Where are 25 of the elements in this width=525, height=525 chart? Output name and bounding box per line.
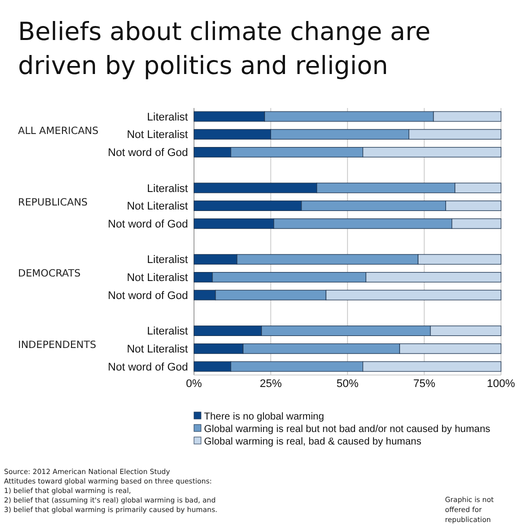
y-tick-label: Not word of God — [108, 147, 188, 160]
legend-label: Global warming is real but not bad and/or not caused by humans — [204, 424, 490, 435]
legend-label: Global warming is real, bad & caused by humans — [204, 436, 422, 448]
x-tick-label: 75% — [413, 378, 436, 390]
y-tick-label: Literalist — [147, 111, 188, 124]
y-tick-label: Not Literalist — [126, 200, 188, 213]
x-tick-label: 0% — [186, 378, 202, 390]
legend-label: There is no global warming — [204, 412, 324, 422]
text: ALL AMERICANS — [18, 126, 98, 137]
y-tick-label: Not Literalist — [126, 272, 188, 284]
y-tick-label: Literalist — [147, 326, 188, 338]
y-tick-label: Not Literalist — [126, 129, 188, 142]
x-tick-label: 50% — [336, 378, 359, 390]
y-tick-label: Literalist — [147, 254, 188, 266]
y-tick-label: Not Literalist — [126, 344, 188, 356]
chart-title: Beliefs about climate change are driven by politics and religion — [18, 17, 430, 80]
text: DEMOCRATS — [18, 268, 81, 280]
text: INDEPENDENTS — [18, 340, 96, 352]
text: REPUBLICANS — [18, 197, 88, 208]
x-tick-label: 100% — [486, 378, 516, 390]
y-tick-label: Not word of God — [108, 361, 188, 374]
x-tick-label: 25% — [260, 378, 282, 390]
y-tick-label: Not word of God — [108, 218, 188, 230]
y-tick-label: Not word of God — [108, 290, 188, 302]
y-tick-label: Literalist — [147, 182, 188, 195]
